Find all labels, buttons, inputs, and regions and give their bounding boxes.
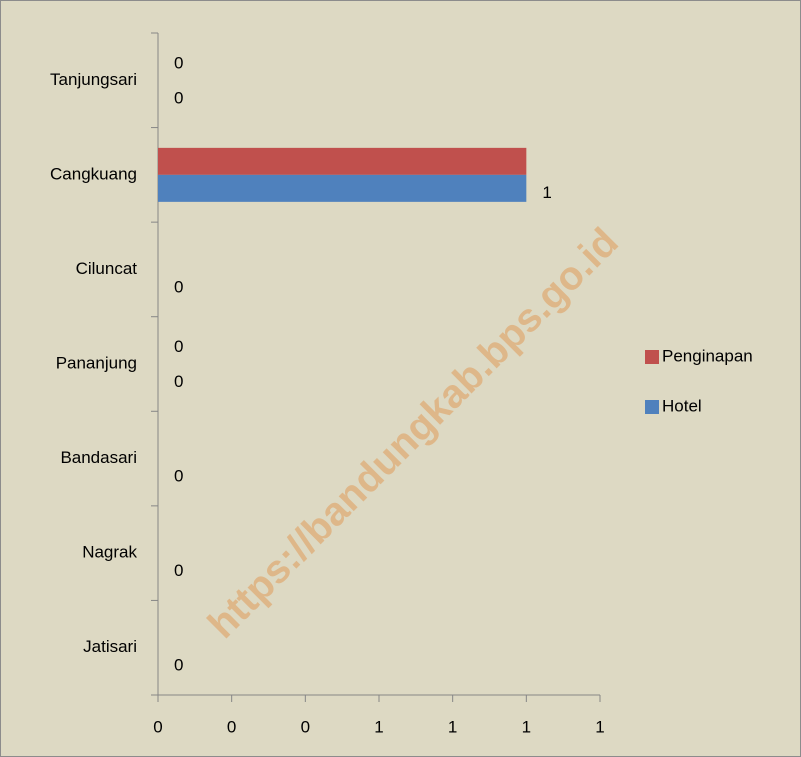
y-tick-label: Pananjung — [56, 353, 137, 372]
data-label: 1 — [542, 183, 551, 202]
data-label: 0 — [174, 561, 183, 580]
y-tick-label: Ciluncat — [76, 259, 138, 278]
x-tick-label: 1 — [595, 717, 604, 736]
x-tick-label: 1 — [448, 717, 457, 736]
data-label: 0 — [174, 467, 183, 486]
data-label: 0 — [174, 337, 183, 356]
legend-swatch — [645, 400, 659, 414]
y-tick-label: Bandasari — [60, 448, 137, 467]
data-label: 0 — [174, 372, 183, 391]
x-tick-label: 1 — [522, 717, 531, 736]
bar — [158, 174, 527, 202]
y-tick-label: Nagrak — [82, 543, 137, 562]
data-label: 0 — [174, 277, 183, 296]
x-tick-label: 0 — [153, 717, 162, 736]
data-label: 0 — [174, 53, 183, 72]
legend-swatch — [645, 350, 659, 364]
y-tick-label: Cangkuang — [50, 164, 137, 183]
data-label: 0 — [174, 656, 183, 675]
x-tick-label: 0 — [227, 717, 236, 736]
legend-label: Penginapan — [662, 346, 753, 365]
bar — [158, 147, 527, 175]
x-tick-label: 1 — [374, 717, 383, 736]
y-tick-label: Jatisari — [83, 637, 137, 656]
legend-label: Hotel — [662, 396, 702, 415]
y-tick-label: Tanjungsari — [50, 70, 137, 89]
data-label: 0 — [174, 88, 183, 107]
x-tick-label: 0 — [301, 717, 310, 736]
